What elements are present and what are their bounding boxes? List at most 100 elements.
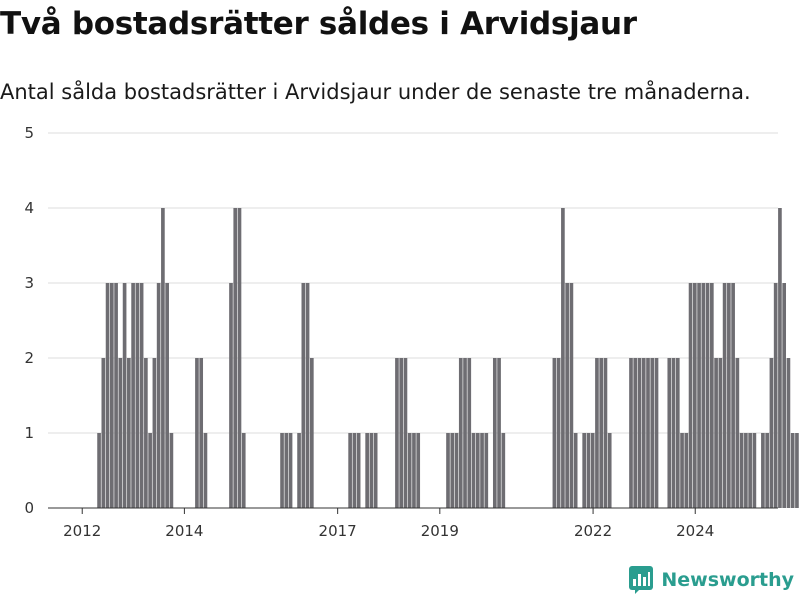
bar: [778, 208, 782, 508]
bar: [416, 433, 421, 508]
bar: [348, 433, 352, 508]
bar: [195, 358, 199, 508]
bar: [301, 283, 306, 508]
bar: [731, 283, 735, 508]
bar: [463, 358, 467, 508]
bar: [590, 433, 595, 508]
bar: [582, 433, 587, 508]
bar: [497, 358, 501, 508]
bar: [305, 283, 310, 508]
bar: [701, 283, 706, 508]
bar: [603, 358, 608, 508]
bar: [565, 283, 569, 508]
bar: [458, 358, 463, 508]
y-tick-label: 2: [24, 349, 34, 367]
bar: [105, 283, 110, 508]
bar: [365, 433, 369, 508]
bar: [284, 433, 289, 508]
x-tick-label: 2024: [676, 522, 714, 540]
bar: [122, 283, 127, 508]
x-tick-label: 2017: [319, 522, 357, 540]
bar: [156, 283, 161, 508]
bar: [714, 358, 718, 508]
bar: [569, 283, 574, 508]
bar: [599, 358, 604, 508]
bar: [229, 283, 233, 508]
bars: [97, 208, 799, 508]
bar: [735, 358, 740, 508]
bar: [492, 358, 497, 508]
bar: [110, 283, 114, 508]
bar: [697, 283, 701, 508]
bar: [727, 283, 731, 508]
bar: [484, 433, 489, 508]
y-tick-label: 1: [24, 424, 34, 442]
bar: [407, 433, 412, 508]
bar: [356, 433, 361, 508]
bar: [667, 358, 672, 508]
bar: [280, 433, 284, 508]
bar: [675, 358, 680, 508]
bar: [718, 358, 723, 508]
bar: [646, 358, 650, 508]
bar: [761, 433, 765, 508]
bar: [139, 283, 144, 508]
bar: [633, 358, 638, 508]
bar: [237, 208, 242, 508]
labels: 0123452012201420172019202220242: [24, 124, 714, 540]
chart-subtitle: Antal sålda bostadsrätter i Arvidsjaur u…: [0, 80, 751, 104]
bar: [556, 358, 561, 508]
bar: [148, 433, 152, 508]
bar: [152, 358, 157, 508]
bar: [586, 433, 591, 508]
bar-chart: 0123452012201420172019202220242: [24, 124, 799, 540]
bar: [795, 433, 799, 508]
bar: [446, 433, 450, 508]
x-tick-label: 2012: [63, 522, 101, 540]
bar: [607, 433, 612, 508]
bar: [744, 433, 748, 508]
bar: [399, 358, 404, 508]
bar: [454, 433, 459, 508]
y-tick-label: 0: [24, 499, 34, 517]
bar: [782, 283, 787, 508]
bar: [131, 283, 135, 508]
bar: [233, 208, 238, 508]
bar: [395, 358, 399, 508]
bar: [288, 433, 293, 508]
bar: [637, 358, 642, 508]
bar: [641, 358, 646, 508]
bar: [480, 433, 484, 508]
bar: [97, 433, 101, 508]
bar: [654, 358, 659, 508]
bar: [765, 433, 769, 508]
x-tick-label: 2022: [574, 522, 612, 540]
bar: [748, 433, 752, 508]
bar: [114, 283, 118, 508]
bar: [739, 433, 744, 508]
bar: [552, 358, 557, 508]
x-tick-label: 2019: [421, 522, 459, 540]
bar: [352, 433, 357, 508]
bar: [144, 358, 148, 508]
bar: [650, 358, 655, 508]
bar: [573, 433, 578, 508]
bar: [471, 433, 476, 508]
bar: [684, 433, 689, 508]
bar: [467, 358, 472, 508]
bar: [773, 283, 778, 508]
bar: [710, 283, 714, 508]
bar: [165, 283, 169, 508]
bar: [169, 433, 174, 508]
bar: [722, 283, 727, 508]
bar: [475, 433, 480, 508]
bar: [705, 283, 710, 508]
y-tick-label: 3: [24, 274, 34, 292]
bar: [135, 283, 140, 508]
bar: [680, 433, 684, 508]
bar: [161, 208, 165, 508]
bar: [127, 358, 131, 508]
chart-title: Två bostadsrätter såldes i Arvidsjaur: [0, 6, 637, 42]
bar: [373, 433, 378, 508]
y-tick-label: 4: [24, 199, 34, 217]
